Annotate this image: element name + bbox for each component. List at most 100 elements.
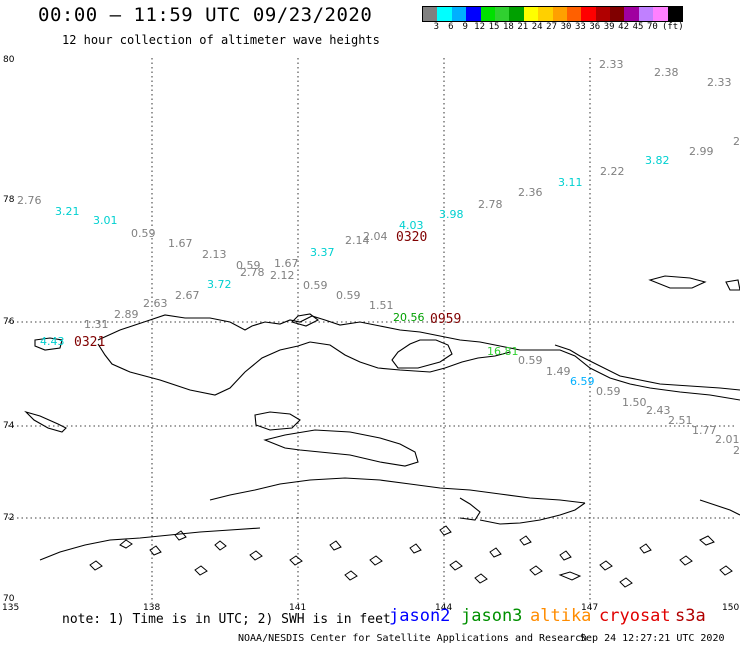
wave-height-label: 3.01 [93, 214, 118, 227]
scale-swatch [437, 7, 452, 21]
scale-swatch [566, 7, 582, 21]
scale-label: 42 [618, 22, 630, 32]
wave-height-label: 2 [733, 444, 740, 457]
scale-label: 33 [574, 22, 586, 32]
pass-time-labels: 0320 0959 0321 [74, 230, 461, 350]
page-subtitle: 12 hour collection of altimeter wave hei… [62, 33, 380, 47]
wave-height-label: 2.78 [478, 198, 503, 211]
lat-label-74: 74 [3, 421, 15, 431]
wave-height-label: 2.14 [345, 234, 370, 247]
wave-height-label: 3.37 [310, 246, 335, 259]
scale-label: 24 [531, 22, 543, 32]
wave-height-label: 0.59 [336, 289, 361, 302]
wave-height-label: 0.59 [596, 385, 621, 398]
scale-label: 39 [603, 22, 615, 32]
lat-label-80: 80 [3, 55, 15, 65]
scale-swatch [624, 7, 639, 21]
scale-swatch [610, 7, 625, 21]
wave-height-label: 0.59 [518, 354, 543, 367]
scale-label: 27 [546, 22, 558, 32]
scale-label: 30 [560, 22, 572, 32]
wave-height-label: 2.63 [143, 297, 168, 310]
page-title: 00:00 – 11:59 UTC 09/23/2020 [38, 4, 373, 26]
wave-height-label: 2.36 [518, 186, 543, 199]
footer-timestamp: Sep 24 12:27:21 UTC 2020 [580, 633, 725, 644]
wave-height-label: 2.99 [689, 145, 714, 158]
lat-label-70: 70 [3, 594, 15, 604]
legend-jason3: jason3 [461, 606, 523, 626]
wave-height-label: 20.56 [393, 311, 425, 324]
scale-swatch [552, 7, 567, 21]
wave-height-label: 1.49 [546, 365, 571, 378]
note-text: note: 1) Time is in UTC; 2) SWH is in fe… [62, 612, 391, 627]
wave-height-label: 2.51 [668, 414, 693, 427]
lat-label-78: 78 [3, 195, 15, 205]
lon-label-141: 141 [289, 603, 306, 613]
scale-swatch [509, 7, 524, 21]
wave-height-label: 2.33 [707, 76, 732, 89]
wave-height-label: 2.89 [114, 308, 139, 321]
color-scale-labels: 3 6 9 12 15 18 21 24 27 30 33 36 39 42 45 70 (ft) [422, 22, 740, 34]
wave-height-label: 1.50 [622, 396, 647, 409]
wave-height-label: 2.12 [270, 269, 295, 282]
scale-swatch [480, 7, 495, 21]
graticule [8, 58, 736, 603]
wave-height-label: 4.03 [399, 219, 424, 232]
footer-credit: NOAA/NESDIS Center for Satellite Applica… [238, 633, 588, 644]
scale-label: 45 [632, 22, 644, 32]
wave-height-points: 2.33 2.38 2.33 2 2.99 3.82 2.22 3.11 2.36 2.78 3.9… [17, 58, 740, 457]
scale-swatch [638, 7, 654, 21]
wave-height-label: 2.76 [17, 194, 42, 207]
lat-label-72: 72 [3, 513, 14, 523]
scale-label: 3 [433, 22, 440, 32]
wave-height-label: 3.11 [558, 176, 583, 189]
lon-label-150: 150 [722, 603, 739, 613]
scale-swatch [451, 7, 467, 21]
scale-swatch [667, 7, 683, 21]
wave-height-label: 3.72 [207, 278, 232, 291]
scale-swatch [523, 7, 539, 21]
wave-height-label: 0.59 [236, 259, 261, 272]
scale-label: 9 [462, 22, 468, 32]
pass-time-label: 0959 [430, 312, 461, 327]
scale-swatch [423, 7, 438, 21]
wave-height-color-scale [422, 6, 684, 22]
legend-s3a: s3a [675, 606, 706, 626]
wave-height-label: 1.67 [274, 257, 299, 270]
scale-label: (ft) [661, 22, 684, 32]
wave-height-label: 2.13 [202, 248, 227, 261]
scale-label: 15 [488, 22, 500, 32]
scale-label: 18 [502, 22, 514, 32]
lon-label-138: 138 [143, 603, 160, 613]
legend-jason2: jason2 [389, 606, 451, 626]
scale-swatch [466, 7, 481, 21]
scale-label: 21 [517, 22, 529, 32]
wave-height-label: 16.81 [487, 345, 519, 358]
wave-height-label: 2.38 [654, 66, 679, 79]
pass-time-label: 0320 [396, 230, 427, 245]
wave-height-label: 2.22 [600, 165, 625, 178]
wave-height-label: 1.51 [369, 299, 394, 312]
scale-label: 6 [448, 22, 454, 32]
wave-height-label: 0.59 [131, 227, 156, 240]
wave-height-label: 1.77 [692, 424, 717, 437]
wave-height-label: 2 [733, 135, 740, 148]
pass-time-label: 0321 [74, 335, 105, 350]
scale-label: 12 [474, 22, 486, 32]
wave-height-label: 3.98 [439, 208, 464, 221]
scale-swatch [494, 7, 510, 21]
legend-altika: altika [530, 606, 592, 626]
wave-height-label: 3.21 [55, 205, 80, 218]
wave-height-label: 4.43 [40, 335, 65, 348]
wave-height-label: 1.67 [168, 237, 193, 250]
wave-height-label: 2.01 [715, 433, 740, 446]
wave-height-label: 2.43 [646, 404, 671, 417]
scale-swatch [581, 7, 596, 21]
wave-height-label: 2.78 [240, 266, 265, 279]
lon-label-147: 147 [581, 603, 598, 613]
wave-height-label: 6.59 [570, 375, 595, 388]
coastal-lakes [89, 525, 733, 588]
legend-cryosat: cryosat [599, 606, 671, 626]
axis-labels: 80 78 76 74 72 70 135 138 141 144 147 15… [2, 55, 739, 613]
